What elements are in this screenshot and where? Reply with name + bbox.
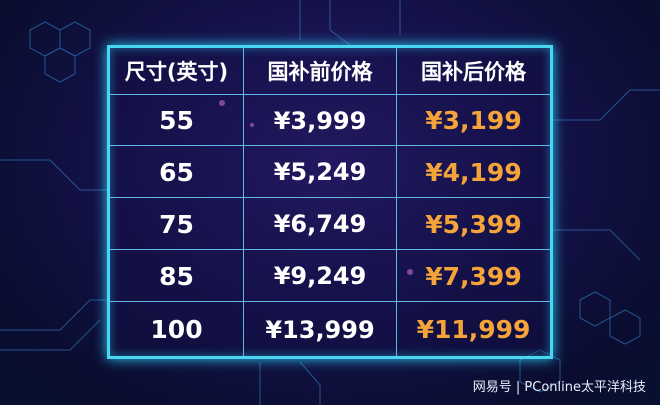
table-header-row: 尺寸(英寸) 国补前价格 国补后价格 bbox=[110, 48, 550, 94]
size-cell: 65 bbox=[110, 146, 244, 198]
header-price-before: 国补前价格 bbox=[244, 48, 397, 94]
watermark: 网易号 | PConline太平洋科技 bbox=[472, 380, 646, 395]
table-row: 65 ¥5,249 ¥4,199 bbox=[110, 145, 550, 198]
price-after-cell: ¥3,199 bbox=[425, 106, 522, 135]
table-row: 85 ¥9,249 ¥7,399 bbox=[110, 249, 550, 302]
price-before-cell: ¥13,999 bbox=[244, 302, 397, 357]
size-cell: 85 bbox=[110, 250, 244, 302]
size-cell: 55 bbox=[110, 95, 244, 146]
price-before-cell: ¥9,249 bbox=[244, 250, 397, 302]
price-before-cell: ¥3,999 bbox=[244, 95, 397, 146]
table-row: 100 ¥13,999 ¥11,999 bbox=[110, 301, 550, 357]
price-before-cell: ¥5,249 bbox=[244, 146, 397, 198]
table-row: 75 ¥6,749 ¥5,399 bbox=[110, 197, 550, 250]
price-table: 尺寸(英寸) 国补前价格 国补后价格 55 ¥3,999 ¥3,199 65 ¥… bbox=[107, 45, 553, 359]
price-after-cell: ¥7,399 bbox=[425, 261, 522, 291]
price-before-cell: ¥6,749 bbox=[244, 198, 397, 250]
price-after-cell: ¥5,399 bbox=[425, 209, 522, 239]
table-row: 55 ¥3,999 ¥3,199 bbox=[110, 94, 550, 146]
header-size: 尺寸(英寸) bbox=[110, 48, 244, 94]
size-cell: 100 bbox=[110, 302, 244, 357]
size-cell: 75 bbox=[110, 198, 244, 250]
header-price-after: 国补后价格 bbox=[421, 60, 526, 84]
price-after-cell: ¥11,999 bbox=[416, 315, 531, 344]
price-after-cell: ¥4,199 bbox=[425, 157, 522, 187]
